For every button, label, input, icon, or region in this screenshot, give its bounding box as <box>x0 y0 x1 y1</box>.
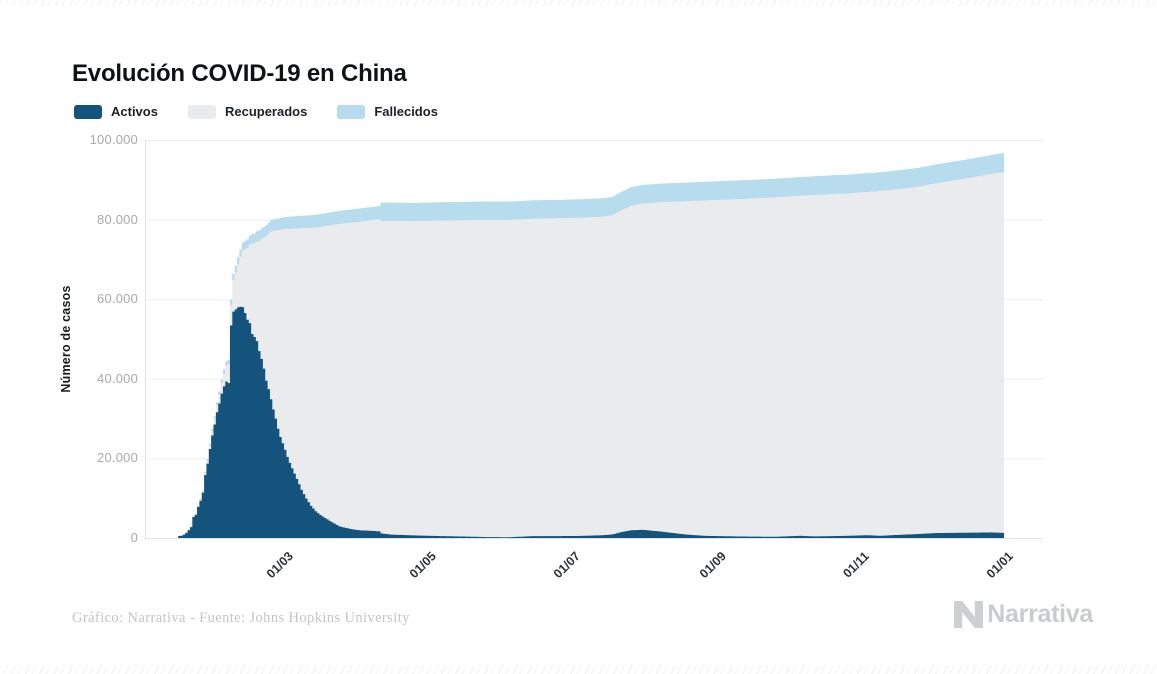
series-recuperados-area <box>178 172 1005 538</box>
legend-swatch-fallecidos <box>337 104 366 119</box>
legend-swatch-recuperados <box>187 104 216 119</box>
y-tick-label-80.000: 80.000 <box>97 211 138 227</box>
y-tick-label-20.000: 20.000 <box>97 450 138 466</box>
narrativa-logo-text: Narrativa <box>987 600 1093 628</box>
x-tick-label-01-11: 01/11 <box>840 549 873 581</box>
legend-item-activos: Activos <box>74 104 158 119</box>
legend-swatch-activos <box>74 104 102 119</box>
chart-legend: Activos Recuperados Fallecidos <box>74 104 438 119</box>
x-tick-label-01-07: 01/07 <box>550 549 583 582</box>
legend-label-activos: Activos <box>111 104 158 119</box>
series-activos-area <box>178 306 1005 538</box>
page-title: Evolución COVID-19 en China <box>72 60 407 88</box>
torn-edge-top <box>0 0 1157 6</box>
y-tick-label-0: 0 <box>130 530 138 545</box>
source-credit: Gráfico: Narrativa - Fuente: Johns Hopki… <box>72 610 410 626</box>
x-tick-label-01-09: 01/09 <box>696 549 729 582</box>
y-tick-label-40.000: 40.000 <box>97 370 138 386</box>
legend-label-recuperados: Recuperados <box>224 104 308 119</box>
y-tick-label-60.000: 60.000 <box>97 291 138 307</box>
narrativa-n-icon <box>954 601 984 628</box>
legend-item-fallecidos: Fallecidos <box>337 104 438 119</box>
narrativa-logo: Narrativa <box>954 600 1093 629</box>
y-tick-label-100.000: 100.000 <box>89 132 138 147</box>
stacked-bar-chart <box>145 140 1043 539</box>
legend-label-fallecidos: Fallecidos <box>374 104 438 119</box>
legend-item-recuperados: Recuperados <box>187 104 308 119</box>
torn-edge-bottom <box>0 665 1157 674</box>
